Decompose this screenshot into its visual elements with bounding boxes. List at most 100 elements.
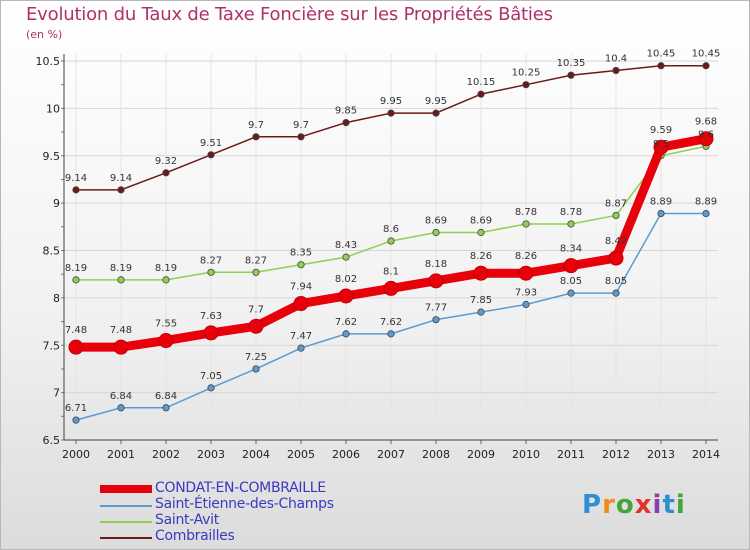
data-label-saint-avit: 8.19 [65, 263, 87, 274]
data-point-saint-etienne-des-champs [702, 209, 710, 218]
data-label-saint-avit: 8.6 [383, 224, 399, 235]
logo-letter: r [602, 490, 616, 520]
data-point-condat-en-combraille [293, 296, 309, 312]
chart-title: Evolution du Taux de Taxe Foncière sur l… [26, 4, 553, 25]
data-label-combrailles: 9.32 [155, 156, 177, 167]
data-label-saint-etienne-des-champs: 7.62 [380, 317, 402, 328]
data-label-combrailles: 9.7 [293, 120, 309, 131]
logo-letter: x [634, 490, 653, 520]
data-label-saint-etienne-des-champs: 7.25 [245, 352, 267, 363]
data-label-condat-en-combraille: 8.1 [383, 266, 399, 277]
data-point-saint-avit [207, 268, 215, 276]
data-point-combrailles [252, 133, 260, 141]
data-point-condat-en-combraille [473, 265, 489, 281]
data-point-condat-en-combraille [338, 288, 354, 304]
data-point-condat-en-combraille [68, 339, 84, 355]
x-tick-label: 2006 [332, 448, 360, 461]
data-point-combrailles [477, 90, 485, 98]
data-label-combrailles: 9.85 [335, 106, 357, 117]
x-tick-label: 2011 [557, 448, 585, 461]
data-label-combrailles: 10.15 [467, 77, 496, 88]
data-point-saint-etienne-des-champs [72, 416, 80, 424]
data-point-condat-en-combraille [608, 250, 624, 266]
data-label-saint-etienne-des-champs: 7.77 [425, 303, 447, 314]
data-label-saint-etienne-des-champs: 7.05 [200, 371, 222, 382]
y-tick-label: 8 [53, 292, 60, 305]
data-label-condat-en-combraille: 9.68 [695, 117, 717, 128]
data-point-combrailles [297, 133, 305, 141]
data-label-saint-avit: 8.87 [605, 198, 627, 209]
data-point-combrailles [207, 151, 215, 159]
chart-data-labels: 9.14 9.14 9.32 9.51 9.7 9.7 9.85 9.95 9.95 10.15 1… [65, 49, 720, 414]
y-tick-label: 7 [53, 387, 60, 400]
data-label-condat-en-combraille: 8.34 [560, 244, 582, 255]
legend-swatch-saint-avit [100, 521, 152, 523]
logo-letter: o [615, 490, 635, 520]
data-label-saint-etienne-des-champs: 8.89 [650, 197, 672, 208]
data-label-saint-etienne-des-champs: 8.05 [605, 276, 627, 287]
chart-axes: 6.5 7 7.5 8 8.5 9 9.5 10 10.5 2000 2001 2002 2003 200… [36, 54, 720, 461]
data-point-saint-etienne-des-champs [387, 330, 395, 338]
data-point-condat-en-combraille [563, 258, 579, 274]
data-point-combrailles [72, 186, 80, 194]
y-tick-label: 10 [46, 102, 60, 115]
data-label-saint-avit: 8.27 [200, 255, 222, 266]
data-point-saint-avit [612, 211, 620, 220]
data-point-saint-avit [567, 220, 575, 228]
data-label-condat-en-combraille: 8.26 [470, 251, 492, 262]
y-tick-label: 9 [53, 197, 60, 210]
data-point-saint-etienne-des-champs [522, 300, 530, 309]
y-tick-label: 10.5 [36, 55, 61, 68]
x-tick-label: 2012 [602, 448, 630, 461]
x-tick-label: 2002 [152, 448, 180, 461]
data-label-condat-en-combraille: 7.7 [248, 304, 264, 315]
data-label-saint-avit: 8.35 [290, 248, 312, 259]
data-label-combrailles: 10.35 [557, 58, 586, 69]
y-tick-label: 8.5 [43, 245, 61, 258]
x-tick-label: 2004 [242, 448, 270, 461]
chart-series [68, 62, 714, 424]
data-point-combrailles [522, 81, 530, 89]
data-label-combrailles: 9.95 [380, 96, 402, 107]
data-label-combrailles: 9.7 [248, 120, 264, 131]
data-label-saint-avit: 8.69 [470, 215, 492, 226]
data-point-saint-etienne-des-champs [342, 330, 350, 338]
proxiti-logo: Proxiti [582, 490, 686, 520]
legend-swatch-saint-etienne [100, 505, 152, 507]
data-label-condat-en-combraille: 7.55 [155, 319, 177, 330]
data-label-condat-en-combraille: 8.18 [425, 259, 447, 270]
data-label-saint-avit: 8.43 [335, 240, 357, 251]
data-point-saint-avit [342, 253, 350, 261]
y-tick-label: 6.5 [43, 434, 61, 447]
data-point-combrailles [432, 109, 440, 117]
data-label-saint-avit: 8.78 [515, 207, 537, 218]
data-label-condat-en-combraille: 7.48 [110, 325, 132, 336]
data-label-combrailles: 9.14 [65, 173, 87, 184]
data-point-saint-etienne-des-champs [657, 209, 665, 218]
data-point-saint-etienne-des-champs [162, 404, 170, 412]
logo-letter: P [582, 490, 603, 520]
data-point-condat-en-combraille [698, 131, 714, 147]
data-point-combrailles [117, 186, 125, 194]
data-point-combrailles [342, 118, 350, 127]
data-label-saint-avit: 8.78 [560, 207, 582, 218]
y-tick-label: 9.5 [43, 150, 61, 163]
data-point-condat-en-combraille [653, 139, 669, 155]
data-point-combrailles [612, 66, 620, 75]
data-point-saint-avit [162, 276, 170, 284]
data-point-saint-avit [72, 276, 80, 284]
data-label-saint-etienne-des-champs: 6.84 [110, 391, 132, 402]
data-point-saint-avit [432, 228, 440, 237]
data-label-condat-en-combraille: 8.02 [335, 274, 357, 285]
chart-subtitle: (en %) [26, 28, 63, 41]
data-label-saint-etienne-des-champs: 6.71 [65, 403, 87, 414]
x-tick-label: 2003 [197, 448, 225, 461]
data-label-combrailles: 10.45 [647, 49, 676, 60]
data-label-saint-etienne-des-champs: 7.47 [290, 331, 312, 342]
data-label-saint-etienne-des-champs: 7.62 [335, 317, 357, 328]
data-point-saint-etienne-des-champs [252, 365, 260, 373]
data-label-saint-etienne-des-champs: 7.85 [470, 295, 492, 306]
data-point-combrailles [387, 109, 395, 117]
data-point-condat-en-combraille [518, 265, 534, 281]
